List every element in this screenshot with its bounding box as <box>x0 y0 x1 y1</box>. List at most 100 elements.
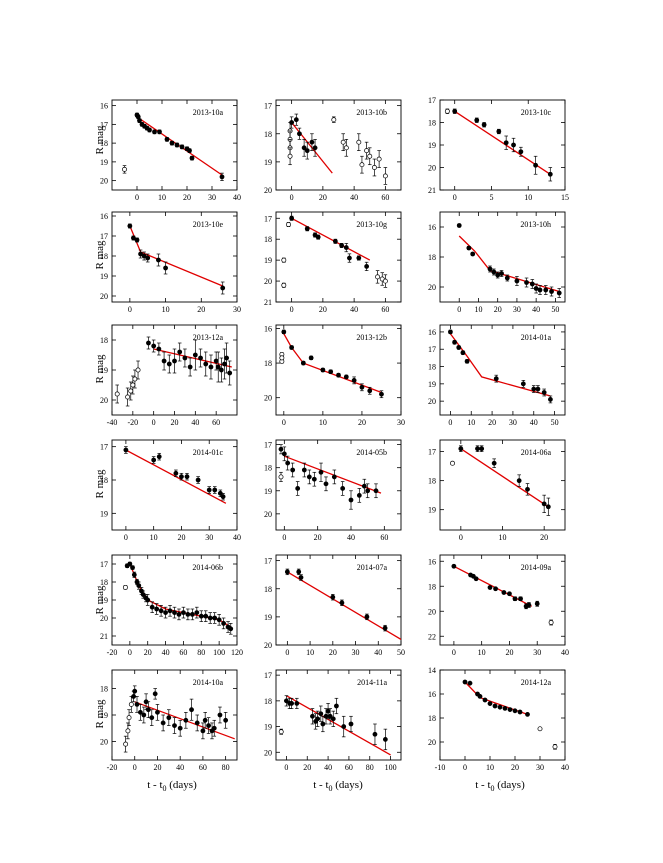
y-tick-label: 18 <box>264 464 272 473</box>
data-point <box>310 713 315 719</box>
data-point <box>526 602 532 608</box>
panel-plot-area <box>122 112 225 181</box>
y-tick-label: 17 <box>264 441 272 450</box>
data-point-open <box>125 394 131 400</box>
y-tick-label: 17 <box>100 120 108 129</box>
data-point <box>525 712 530 717</box>
data-point-open <box>278 729 284 735</box>
data-point <box>141 253 147 259</box>
x-tick-label: 20 <box>303 763 311 772</box>
y-tick-label: 20 <box>264 510 272 519</box>
y-tick-label: 17 <box>428 345 436 354</box>
panel-title: 2014-06b <box>192 563 223 572</box>
data-point <box>156 454 162 460</box>
y-tick-label: 20 <box>264 277 272 286</box>
data-point <box>145 255 151 261</box>
data-point <box>213 358 219 364</box>
data-point <box>136 583 142 588</box>
panel-title: 2014-07a <box>357 563 388 572</box>
y-tick-label: 16 <box>264 324 272 333</box>
data-point <box>336 372 341 378</box>
xlabel-col-1: t - t0 (days) <box>147 779 197 793</box>
data-point-open <box>359 162 365 168</box>
x-tick-label: 20 <box>314 533 322 542</box>
data-point <box>194 720 200 726</box>
data-point <box>216 617 222 623</box>
data-point-open <box>135 367 141 373</box>
y-tick-label: 17 <box>100 443 108 452</box>
x-tick-label: 0 <box>448 418 452 427</box>
panel-plot-area <box>122 561 234 635</box>
panel-title: 2014-10a <box>193 678 224 687</box>
x-tick-label: 50 <box>551 418 559 427</box>
y-tick-label: 18 <box>428 582 436 591</box>
x-tick-label: 20 <box>319 193 327 202</box>
data-point <box>452 339 457 345</box>
data-point <box>284 569 290 575</box>
xlabel-unit: (days) <box>167 779 198 791</box>
data-point <box>491 269 497 275</box>
x-tick-label: 20 <box>177 533 185 542</box>
x-tick-label: 10 <box>486 763 494 772</box>
data-point <box>464 358 470 364</box>
data-point-open <box>376 156 382 162</box>
y-tick-label: 18 <box>264 585 272 594</box>
data-point <box>448 329 453 335</box>
data-point <box>339 243 345 248</box>
y-tick-label: 17 <box>100 232 108 241</box>
y-tick-label: 19 <box>100 596 108 605</box>
data-point <box>318 469 324 475</box>
data-point <box>131 572 137 578</box>
x-tick-label: 20 <box>153 763 161 772</box>
y-tick-label: 19 <box>428 380 436 389</box>
data-point <box>172 358 177 364</box>
data-point <box>318 711 324 717</box>
data-point <box>145 707 151 713</box>
x-tick-label: 20 <box>144 648 152 657</box>
data-point <box>222 361 227 367</box>
panel-grid: 0 10 20 30 40 16 17 18 19 20 2013-10a 0 20 40 60 17 18 19… <box>100 96 569 772</box>
y-tick-label: 18 <box>264 130 272 139</box>
y-tick-label: 20 <box>100 292 108 301</box>
data-point <box>323 713 329 719</box>
panel-title: 2014-11a <box>357 678 387 687</box>
data-point <box>330 716 336 722</box>
light-curve-panel: 0 10 20 30 40 50 16 17 18 19 20 2014-01a <box>428 324 566 427</box>
xlabel-col-2: t - t0 (days) <box>313 779 363 793</box>
data-point <box>470 251 476 257</box>
x-tick-label: 10 <box>150 533 158 542</box>
data-point <box>224 355 229 361</box>
data-point-open <box>281 282 287 288</box>
y-tick-label: 20 <box>428 607 436 616</box>
data-point-open <box>382 278 388 284</box>
data-point <box>198 355 203 361</box>
data-point <box>531 386 537 392</box>
data-point-open <box>340 139 346 145</box>
y-tick-label: 18 <box>428 253 436 262</box>
x-tick-label: 15 <box>561 193 569 202</box>
data-point-open <box>126 715 132 721</box>
panel-plot-area <box>278 695 391 756</box>
data-point <box>298 575 304 580</box>
data-point <box>217 712 223 718</box>
data-point <box>301 145 307 151</box>
data-point <box>184 474 190 480</box>
data-point <box>462 679 468 685</box>
y-tick-label: 17 <box>264 671 272 680</box>
panel-plot-area <box>448 329 553 404</box>
data-point <box>339 600 345 606</box>
data-point <box>289 345 295 350</box>
data-point <box>493 586 498 592</box>
data-point <box>177 349 183 355</box>
data-point <box>477 694 483 699</box>
data-point <box>504 275 510 281</box>
data-point <box>512 708 518 714</box>
data-point <box>496 129 502 134</box>
data-point <box>179 474 184 480</box>
x-tick-label: 40 <box>350 193 358 202</box>
data-point <box>151 343 157 349</box>
panel-title: 2013-10g <box>356 220 387 229</box>
x-tick-label: 60 <box>179 648 187 657</box>
data-point <box>152 129 157 135</box>
data-point <box>359 384 365 390</box>
